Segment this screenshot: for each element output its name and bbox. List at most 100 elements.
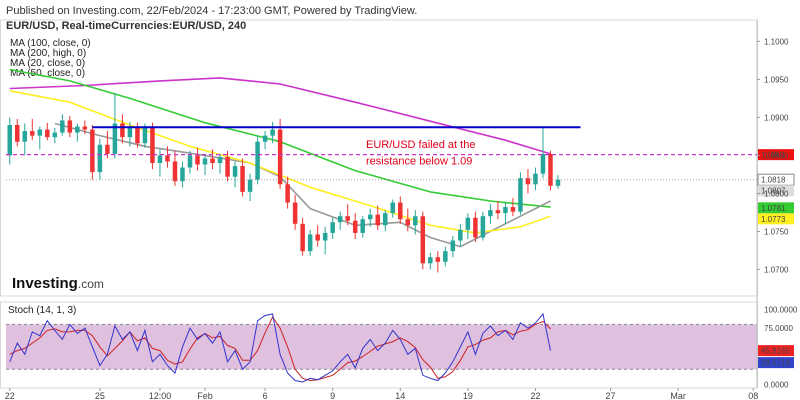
price-tick-label: 1.0800 [764, 189, 789, 198]
price-label-2: 1.0818 [761, 176, 786, 185]
ma-legend-item-1: MA (100, close, 0) [10, 38, 91, 49]
candle [435, 251, 441, 273]
candle-body [413, 216, 418, 226]
price-tick-label: 1.0750 [764, 227, 789, 236]
candle-body [337, 216, 343, 223]
candle [195, 147, 200, 171]
candle-body [82, 126, 88, 130]
candle-body [262, 135, 268, 142]
candle-body [518, 178, 523, 212]
candle [330, 217, 335, 239]
candle-body [225, 156, 230, 177]
candle-body [533, 173, 538, 185]
price-tick-label: 1.0900 [764, 113, 789, 122]
ma-legend-item-2: MA (200, high, 0) [10, 48, 87, 59]
instrument-line: EUR/USD, Real-timeCurrencies:EUR/USD, 24… [6, 20, 247, 32]
candle-body [360, 219, 365, 233]
candles [7, 93, 561, 273]
candle [548, 150, 553, 191]
candle [75, 123, 80, 142]
candle [345, 204, 350, 226]
candle [488, 204, 493, 224]
price-tick-label: 1.1000 [764, 37, 789, 46]
candle [360, 216, 365, 238]
candle [352, 213, 358, 239]
candle-body [127, 128, 133, 138]
candle-body [90, 129, 95, 173]
date-tick-label: 08 [748, 391, 758, 400]
candle [82, 120, 88, 135]
candle [255, 135, 260, 185]
ma-line-4 [9, 90, 551, 234]
candle [450, 235, 456, 258]
annotation-line-2: resistance below 1.09 [366, 156, 472, 168]
date-tick-label: 25 [95, 391, 105, 400]
candle [15, 118, 20, 147]
candle [202, 153, 208, 176]
candle-body [450, 240, 456, 252]
candle [367, 208, 373, 227]
candle-body [495, 210, 501, 214]
price-label-box-4 [758, 202, 794, 214]
candle [210, 149, 215, 170]
candle-body [510, 207, 516, 212]
date-tick-label: 22 [530, 391, 540, 400]
candle-body [180, 167, 185, 182]
candle-body [375, 214, 380, 226]
candle-body [240, 166, 245, 192]
candle-body [255, 141, 260, 180]
candle-body [390, 202, 396, 214]
candle [232, 161, 238, 188]
candle [405, 208, 411, 232]
date-tick-label: Feb [197, 391, 213, 400]
price-label-box-3 [758, 185, 794, 197]
candle-body [540, 153, 546, 174]
ma-legend-item-4: MA (50, close, 0) [10, 68, 86, 79]
candle [270, 121, 275, 144]
candle-body [150, 126, 155, 163]
price-label-5: 1.0773 [761, 215, 786, 224]
candle [458, 223, 463, 247]
date-tick-label: 19 [463, 391, 473, 400]
stoch-d-line [9, 315, 551, 382]
candle [300, 217, 305, 256]
candle [307, 229, 313, 256]
candle [247, 173, 253, 201]
candle-body [15, 125, 20, 142]
candle [37, 126, 43, 150]
candle [465, 213, 471, 239]
candle [398, 196, 403, 224]
candle [225, 150, 230, 182]
candle-body [97, 144, 103, 173]
price-tick-label: 1.0950 [764, 75, 789, 84]
stoch-k-line [9, 312, 551, 383]
candle [473, 211, 478, 243]
candle-body [473, 217, 478, 238]
candle [240, 158, 245, 197]
price-tick-label: 1.0850 [764, 151, 789, 160]
candle-body [503, 207, 508, 214]
candle [157, 149, 163, 177]
chart-header: Published on Investing.com, 22/Feb/2024 … [6, 4, 417, 34]
ma-legend: MA (100, close, 0) MA (200, high, 0) MA … [10, 39, 91, 79]
date-tick-label: 6 [263, 391, 268, 400]
candle [277, 118, 283, 189]
stoch-d-label-box [758, 357, 794, 369]
candle-body [405, 219, 411, 226]
ma-line-1 [9, 77, 551, 155]
candle [337, 211, 343, 230]
candle-body [285, 184, 290, 203]
candle [180, 161, 185, 188]
candle-body [300, 223, 305, 252]
candle [390, 199, 396, 218]
candle [172, 150, 178, 186]
candle [525, 169, 531, 194]
candle-body [383, 213, 388, 226]
date-tick-label: 27 [606, 391, 616, 400]
candle-body [75, 126, 80, 133]
candle-body [555, 179, 561, 186]
candle [105, 131, 110, 159]
candle-body [210, 158, 215, 163]
date-tick-label: 9 [330, 391, 335, 400]
